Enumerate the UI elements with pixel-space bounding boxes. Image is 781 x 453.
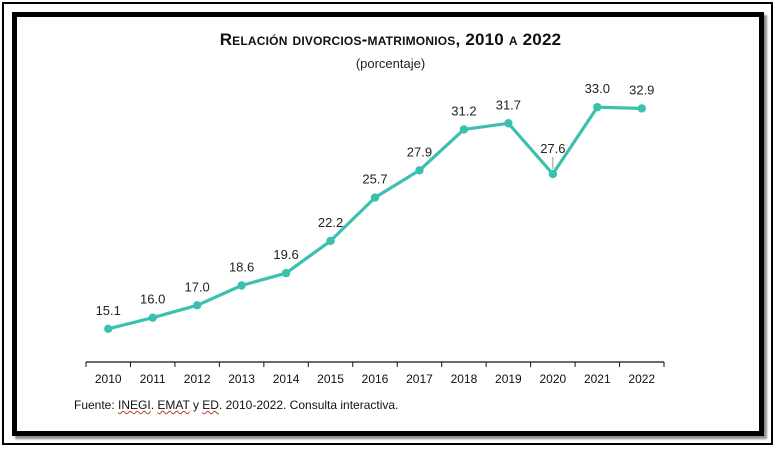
data-label: 27.9	[407, 144, 432, 159]
data-label: 25.7	[362, 172, 387, 187]
data-point	[104, 324, 113, 334]
source-prefix: Fuente:	[74, 398, 119, 412]
outer-frame	[2, 2, 773, 445]
source-sep1: .	[150, 398, 158, 412]
data-label: 17.0	[184, 279, 209, 294]
data-point	[326, 236, 335, 246]
x-tick-label: 2018	[451, 372, 478, 386]
data-point	[148, 313, 157, 322]
source-note: Fuente: INEGI. EMAT y ED. 2010-2022. Con…	[74, 398, 398, 412]
chart-frame	[12, 12, 764, 436]
x-tick-label: 2010	[95, 372, 122, 386]
data-point	[281, 268, 291, 278]
data-point	[637, 104, 646, 113]
data-label: 16.0	[140, 292, 165, 307]
data-label: 31.7	[496, 97, 521, 112]
data-point	[504, 119, 513, 128]
source-ed: ED	[202, 398, 219, 412]
data-point	[237, 281, 246, 290]
source-inegi: INEGI	[118, 398, 151, 412]
x-tick-label: 2015	[317, 372, 344, 386]
x-tick-label: 2012	[184, 372, 211, 386]
x-tick-label: 2021	[584, 372, 611, 386]
chart-subtitle: (porcentaje)	[355, 56, 426, 71]
source-suffix: . 2010-2022. Consulta interactiva.	[218, 398, 399, 412]
x-tick-label: 2016	[362, 372, 389, 386]
x-tick-label: 2019	[495, 372, 522, 386]
x-tick-label: 2017	[406, 372, 433, 386]
data-label: 19.6	[273, 247, 298, 262]
data-label: 15.1	[96, 303, 121, 318]
data-label: 33.0	[585, 81, 610, 96]
data-label: 18.6	[229, 259, 254, 274]
x-tick-label: 2020	[539, 372, 566, 386]
data-point	[593, 102, 602, 112]
source-emat: EMAT	[157, 398, 190, 412]
chart-title: Relación divorcios-matrimonios, 2010 a 2…	[219, 30, 562, 49]
data-label: 27.6	[540, 141, 565, 156]
data-label: 31.2	[451, 103, 476, 118]
data-point	[370, 193, 380, 202]
data-point	[548, 169, 558, 179]
data-point	[459, 125, 469, 134]
data-point	[192, 301, 202, 310]
data-label: 22.2	[318, 215, 343, 230]
x-tick-label: 2014	[273, 372, 300, 386]
x-tick-label: 2022	[628, 372, 655, 386]
data-label: 32.9	[629, 82, 654, 97]
source-sep2: y	[189, 398, 203, 412]
x-tick-label: 2013	[228, 372, 255, 386]
data-point	[415, 166, 424, 175]
x-tick-label: 2011	[140, 372, 166, 386]
